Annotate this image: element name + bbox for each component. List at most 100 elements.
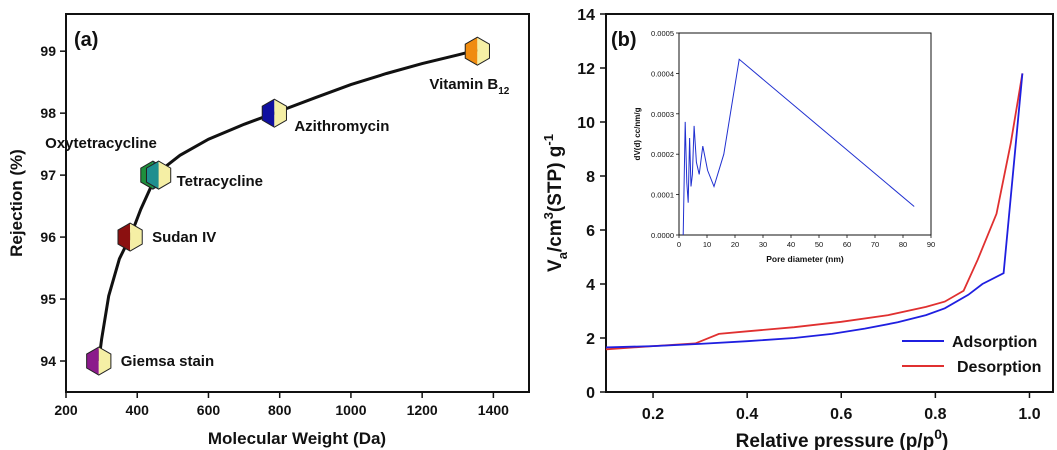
panel-b-y-ticks: 0 2 4 6 8 10 12 14: [577, 7, 606, 402]
b-x-tick-label: 1.0: [1018, 406, 1040, 423]
marker-sudan-iv: Sudan IV: [117, 222, 216, 252]
panel-a: (a) Giemsa stain Sudan IV Oxytetracycline T…: [7, 13, 530, 448]
y-label-neg1-sup: -1: [541, 134, 556, 146]
inset-x-tick-label: 10: [703, 240, 711, 249]
marker-azithromycin: Azithromycin: [261, 98, 389, 135]
marker-left-half: [262, 99, 275, 128]
a-y-tick-label: 99: [40, 43, 56, 59]
marker-left-half: [117, 223, 131, 252]
y-label-v: V: [545, 259, 566, 272]
marker-left-half: [146, 161, 159, 190]
panel-b-label: (b): [611, 29, 637, 51]
a-x-tick-label: 400: [126, 402, 150, 418]
inset-x-tick-label: 90: [927, 240, 935, 249]
legend-adsorption-label: Adsorption: [952, 334, 1037, 351]
y-label-cm: /cm: [545, 219, 566, 252]
panel-a-y-axis-label: Rejection (%): [7, 149, 26, 257]
panel-a-x-axis-label: Molecular Weight (Da): [208, 429, 386, 448]
panel-a-markers: Giemsa stain Sudan IV Oxytetracycline Tetra…: [45, 36, 510, 376]
inset-y-axis-label: dV(d) cc/nm/g: [633, 107, 642, 160]
inset-chart: 0 10 20 30 40 50 60 70 80 90 0.00000.00010.00020.…: [633, 29, 935, 264]
b-y-tick-label: 4: [586, 277, 595, 294]
legend: Adsorption Desorption: [902, 334, 1041, 376]
b-y-tick-label: 8: [586, 169, 595, 186]
b-y-tick-label: 6: [586, 223, 595, 240]
inset-y-tick-label: 0.0003: [651, 110, 674, 119]
marker-right-half: [98, 347, 111, 376]
vitamin-subscript: 12: [498, 86, 510, 97]
inset-y-tick-label: 0.0002: [651, 150, 674, 159]
marker-giemsa-stain: Giemsa stain: [86, 346, 214, 376]
a-x-tick-label: 1000: [335, 402, 366, 418]
marker-right-half: [130, 223, 143, 252]
panel-b-x-axis-label-main: Relative pressure (p/p: [736, 431, 935, 450]
marker-left-half: [465, 37, 478, 66]
marker-tetracycline: Tetracycline: [145, 160, 263, 190]
marker-right-half: [274, 99, 287, 128]
b-y-tick-label: 12: [577, 61, 595, 78]
inset-x-tick-label: 60: [843, 240, 851, 249]
a-y-tick-label: 98: [40, 105, 56, 121]
panel-a-label: (a): [74, 29, 98, 51]
a-y-tick-label: 96: [40, 229, 56, 245]
point-label: Vitamin B12: [429, 76, 509, 97]
b-x-tick-label: 0.4: [736, 406, 758, 423]
marker-outline: [261, 98, 287, 128]
panel-b-y-axis-label: Va/cm3(STP) g-1: [541, 134, 570, 272]
marker-outline: [86, 346, 112, 376]
panel-a-x-ticks: 200 400 600 800 1000 1200 1400: [54, 392, 509, 418]
point-label: Tetracycline: [177, 173, 263, 190]
y-label-stp: (STP) g: [545, 146, 566, 213]
inset-y-ticks: 0.0000 0.0001 0.0002 0.0003 0.0004 0.0005: [651, 29, 679, 240]
b-y-tick-label: 2: [586, 331, 595, 348]
inset-y-tick-label: 0.0004: [651, 69, 674, 78]
y-label-a-sub: a: [555, 251, 570, 259]
inset-x-ticks: 0 10 20 30 40 50 60 70 80 90: [677, 235, 935, 249]
inset-x-tick-label: 70: [871, 240, 879, 249]
panel-a-y-ticks: 94 95 96 97 98 99: [40, 43, 66, 369]
a-y-tick-label: 94: [40, 353, 56, 369]
adsorption-line: [605, 73, 1024, 349]
a-y-tick-label: 97: [40, 167, 56, 183]
a-x-tick-label: 1400: [478, 402, 509, 418]
a-x-tick-label: 800: [268, 402, 292, 418]
a-y-tick-label: 95: [40, 291, 56, 307]
inset-x-tick-label: 80: [899, 240, 907, 249]
b-y-tick-label: 14: [577, 7, 595, 24]
panel-b: (b) 0.2 0.4 0.6 0.8 1.0 0 2 4 6 8 10 12 14 Relative…: [541, 7, 1054, 450]
panel-b-plot-frame: [605, 13, 1054, 393]
inset-x-tick-label: 20: [731, 240, 739, 249]
inset-y-tick-label: 0.0005: [651, 29, 674, 38]
inset-x-tick-label: 0: [677, 240, 681, 249]
desorption-line: [605, 73, 1024, 351]
point-label: Giemsa stain: [121, 353, 214, 370]
panel-b-x-axis-label: Relative pressure (p/p0): [736, 426, 949, 450]
b-x-tick-label: 0.2: [642, 406, 664, 423]
marker-outline: [117, 222, 143, 252]
panel-b-x-axis-label-end: ): [942, 431, 948, 450]
panel-b-x-axis-label-sup: 0: [934, 426, 942, 442]
marker-right-half: [158, 161, 171, 190]
inset-frame: [678, 32, 932, 236]
panel-b-x-ticks: 0.2 0.4 0.6 0.8 1.0: [642, 392, 1041, 423]
b-y-tick-label: 10: [577, 115, 595, 132]
y-label-3-sup: 3: [541, 212, 556, 219]
b-x-tick-label: 0.6: [830, 406, 852, 423]
point-label: Sudan IV: [152, 229, 216, 246]
inset-x-axis-label: Pore diameter (nm): [766, 254, 844, 264]
marker-left-half: [86, 347, 99, 376]
a-x-tick-label: 200: [54, 402, 78, 418]
point-label: Azithromycin: [294, 118, 389, 135]
panel-a-plot-frame: [65, 13, 530, 393]
b-x-tick-label: 0.8: [924, 406, 946, 423]
panel-a-fit-curve: [97, 48, 478, 362]
point-label: Oxytetracycline: [45, 135, 157, 152]
inset-x-tick-label: 30: [759, 240, 767, 249]
inset-y-tick-label: 0.0001: [651, 191, 674, 200]
a-x-tick-label: 600: [197, 402, 221, 418]
legend-desorption-label: Desorption: [957, 359, 1041, 376]
a-x-tick-label: 1200: [407, 402, 438, 418]
marker-outline: [464, 36, 490, 66]
b-y-tick-label: 0: [586, 385, 595, 402]
